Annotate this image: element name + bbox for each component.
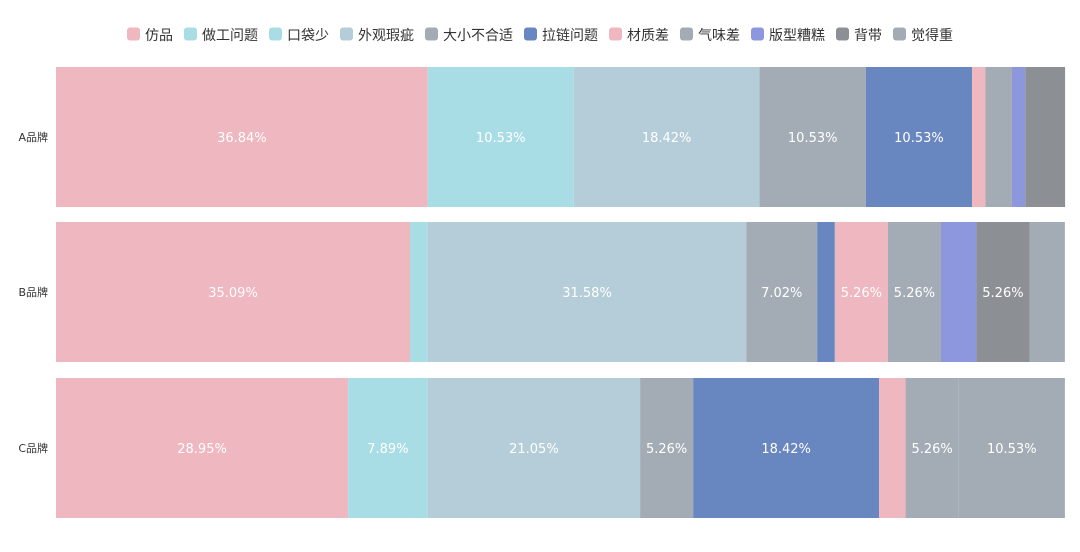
data-label: 5.26% [911, 442, 952, 457]
bar-segment[interactable] [693, 378, 880, 518]
bar-segment[interactable] [958, 378, 1065, 518]
bar-segment[interactable] [817, 222, 835, 362]
legend-item[interactable]: 版型糟糕 [751, 27, 825, 45]
legend-swatch [524, 27, 537, 41]
legend-swatch [893, 27, 906, 41]
legend-item[interactable]: 做工问题 [184, 27, 258, 45]
bar-segment[interactable] [976, 222, 1030, 362]
legend-swatch [340, 27, 353, 41]
legend-label: 拉链问题 [542, 28, 598, 44]
bar-segment[interactable] [1025, 67, 1066, 207]
legend-item[interactable]: 觉得重 [893, 27, 953, 44]
data-label: 35.09% [208, 286, 258, 301]
data-labels: 36.84% 10.53% 18.42% 10.53% 10.53% 35.09% 31.5… [177, 131, 1036, 457]
bar-segment[interactable] [56, 222, 411, 362]
bar-segment[interactable] [1011, 67, 1026, 207]
bar-segment[interactable] [905, 378, 959, 518]
legend-item[interactable]: 大小不合适 [425, 27, 513, 45]
legend-label: 气味差 [698, 28, 740, 44]
legend-swatch [680, 27, 693, 41]
bar-segment[interactable] [427, 378, 641, 518]
data-label: 7.89% [367, 442, 408, 457]
data-label: 21.05% [509, 442, 559, 457]
legend-item[interactable]: 仿品 [127, 27, 173, 45]
legend-item[interactable]: 拉链问题 [524, 27, 598, 45]
bar-segment[interactable] [746, 222, 818, 362]
legend-label: 大小不合适 [443, 28, 513, 44]
legend-swatch [269, 27, 282, 41]
bar-segment[interactable] [427, 222, 747, 362]
data-label: 5.26% [646, 442, 687, 457]
category-label: B品牌 [18, 285, 48, 299]
legend-swatch [609, 27, 622, 41]
legend-label: 仿品 [145, 28, 173, 44]
legend-label: 觉得重 [911, 27, 953, 44]
legend-label: 背带 [854, 28, 882, 44]
data-label: 10.53% [788, 131, 838, 146]
legend-swatch [184, 27, 197, 41]
bars [56, 67, 1066, 518]
bar-segment[interactable] [56, 378, 349, 518]
bar-segment[interactable] [348, 378, 428, 518]
legend-swatch [127, 27, 140, 41]
legend: 仿品 做工问题 口袋少 外观瑕疵 大小不合适 拉链问题 材质差 气味差 版型糟糕 背带 觉得重 [127, 27, 953, 44]
category-axis-labels: A品牌 B品牌 C品牌 [18, 130, 48, 455]
bar-segment[interactable] [834, 222, 888, 362]
legend-item[interactable]: 背带 [836, 27, 882, 45]
legend-swatch [425, 27, 438, 41]
legend-item[interactable]: 气味差 [680, 27, 740, 45]
category-label: C品牌 [18, 441, 48, 455]
legend-label: 口袋少 [287, 28, 329, 44]
bar-segment[interactable] [759, 67, 866, 207]
legend-swatch [836, 27, 849, 41]
data-label: 10.53% [476, 131, 526, 146]
data-label: 7.02% [761, 286, 802, 301]
data-label: 5.26% [982, 286, 1023, 301]
bar-segment[interactable] [573, 67, 760, 207]
legend-label: 外观瑕疵 [358, 28, 414, 44]
bar-segment[interactable] [865, 67, 973, 207]
data-label: 10.53% [987, 442, 1037, 457]
bar-segment[interactable] [410, 222, 428, 362]
data-label: 36.84% [217, 131, 267, 146]
bar-segment[interactable] [972, 67, 986, 207]
data-label: 31.58% [562, 286, 612, 301]
data-label: 28.95% [177, 442, 227, 457]
bar-segment[interactable] [1029, 222, 1065, 362]
legend-item[interactable]: 材质差 [609, 27, 669, 45]
category-label: A品牌 [18, 130, 48, 144]
bar-segment[interactable] [985, 67, 1012, 207]
bar-segment[interactable] [940, 222, 977, 362]
legend-item[interactable]: 口袋少 [269, 27, 329, 45]
data-label: 18.42% [761, 442, 811, 457]
data-label: 5.26% [894, 286, 935, 301]
legend-swatch [751, 27, 764, 41]
bar-segment[interactable] [887, 222, 941, 362]
legend-label: 材质差 [627, 28, 669, 44]
legend-item[interactable]: 外观瑕疵 [340, 27, 414, 45]
legend-label: 版型糟糕 [769, 28, 825, 44]
data-label: 10.53% [894, 131, 944, 146]
bar-segment[interactable] [879, 378, 906, 518]
legend-label: 做工问题 [202, 28, 258, 44]
data-label: 5.26% [841, 286, 882, 301]
data-label: 18.42% [642, 131, 692, 146]
bar-segment[interactable] [56, 67, 428, 207]
bar-segment[interactable] [427, 67, 574, 207]
bar-segment[interactable] [640, 378, 694, 518]
